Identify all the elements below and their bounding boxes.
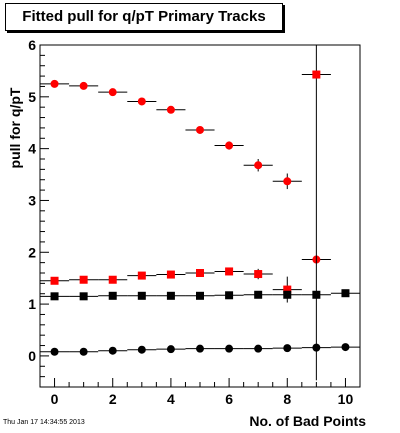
data-point bbox=[50, 292, 59, 301]
data-point bbox=[196, 291, 204, 300]
x-tick-label: 6 bbox=[225, 391, 233, 407]
data-point bbox=[225, 344, 234, 353]
data-point bbox=[283, 177, 292, 186]
data-point bbox=[283, 285, 292, 294]
data-point bbox=[79, 347, 88, 356]
y-axis-label: pull for q/pT bbox=[7, 87, 23, 168]
data-point bbox=[50, 347, 59, 356]
y-tick-label: 6 bbox=[28, 37, 36, 53]
data-point bbox=[108, 275, 117, 284]
data-point bbox=[137, 271, 146, 280]
timestamp: Thu Jan 17 14:34:55 2013 bbox=[3, 419, 85, 426]
data-point bbox=[225, 267, 234, 276]
chart-title: Fitted pull for q/pT Primary Tracks bbox=[22, 8, 266, 25]
x-tick-label: 0 bbox=[51, 391, 59, 407]
data-point bbox=[196, 125, 204, 134]
data-point bbox=[137, 291, 146, 300]
data-point bbox=[225, 141, 234, 150]
data-point bbox=[108, 291, 117, 300]
data-point bbox=[166, 270, 175, 279]
data-point bbox=[50, 79, 59, 88]
data-point bbox=[254, 270, 263, 279]
data-point bbox=[254, 344, 263, 353]
data-point bbox=[283, 290, 292, 299]
data-point bbox=[341, 343, 350, 352]
data-point bbox=[254, 290, 263, 299]
y-tick-label: 0 bbox=[28, 348, 36, 364]
chart-title-box: Fitted pull for q/pT Primary Tracks bbox=[5, 3, 283, 31]
data-point bbox=[79, 292, 88, 301]
data-point bbox=[108, 346, 117, 355]
plot-frame bbox=[39, 44, 361, 388]
axes: 0 1 2 3 4 5 6 0 2 4 6 8 10 bbox=[28, 37, 353, 407]
data-point bbox=[50, 276, 59, 285]
data-point bbox=[196, 269, 204, 277]
data-point bbox=[166, 345, 175, 354]
data-point bbox=[137, 345, 146, 354]
y-tick-label: 2 bbox=[28, 244, 36, 260]
data-point bbox=[312, 343, 321, 352]
data-point bbox=[312, 290, 321, 299]
data-point bbox=[225, 291, 234, 300]
y-tick-label: 4 bbox=[28, 141, 36, 157]
y-tick-label: 3 bbox=[28, 192, 36, 208]
data-marks bbox=[40, 45, 360, 381]
data-point bbox=[254, 161, 263, 170]
data-point bbox=[166, 291, 175, 300]
data-point bbox=[108, 88, 117, 97]
data-point bbox=[79, 275, 88, 284]
x-tick-label: 8 bbox=[283, 391, 291, 407]
x-tick-label: 4 bbox=[167, 391, 175, 407]
x-tick-label: 10 bbox=[338, 391, 354, 407]
y-tick-label: 5 bbox=[28, 89, 36, 105]
data-point bbox=[312, 70, 321, 79]
data-point bbox=[166, 105, 175, 114]
data-point bbox=[341, 289, 350, 298]
data-point bbox=[196, 344, 204, 353]
y-tick-label: 1 bbox=[28, 296, 36, 312]
x-tick-label: 2 bbox=[109, 391, 117, 407]
data-point bbox=[283, 344, 292, 353]
x-axis-label: No. of Bad Points bbox=[249, 413, 366, 429]
data-point bbox=[79, 81, 88, 90]
data-point bbox=[137, 97, 146, 106]
